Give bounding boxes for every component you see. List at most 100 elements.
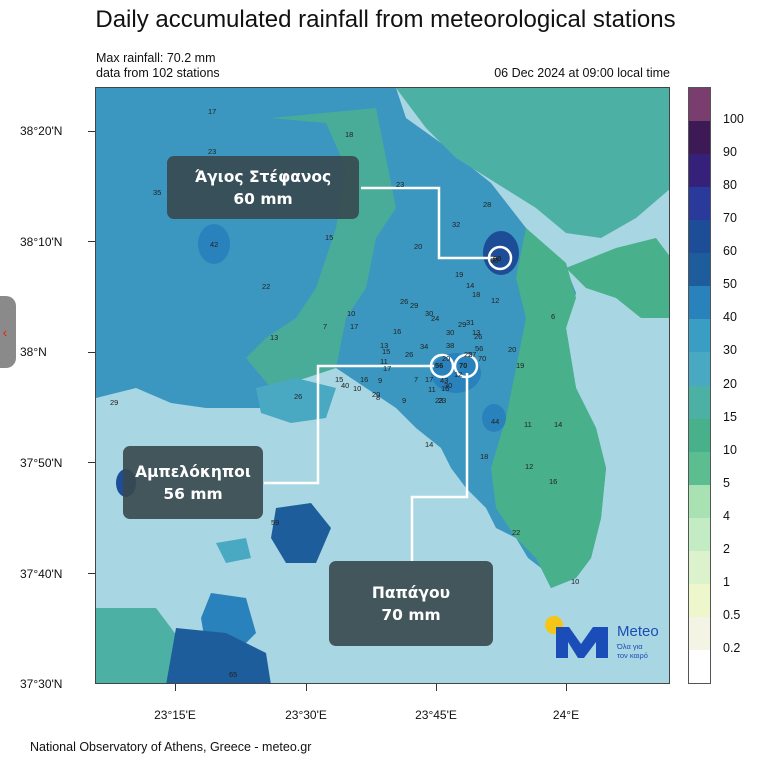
station-value: 6	[551, 312, 556, 321]
station-value: 23	[208, 147, 217, 156]
lat-tick	[88, 352, 95, 353]
station-value: 25	[464, 350, 473, 359]
legend-label: 40	[723, 310, 737, 325]
station-value: 13	[472, 328, 481, 337]
line-agios-stefanos	[361, 186, 496, 260]
legend-swatch	[689, 220, 710, 254]
station-value: 22	[512, 528, 521, 537]
legend-swatch	[689, 517, 710, 552]
station-value: 17	[383, 364, 392, 373]
line-papagou	[410, 373, 469, 561]
line-ampelokipoi	[264, 364, 434, 485]
legend-label: 5	[723, 475, 730, 490]
station-value: 14	[554, 420, 563, 429]
station-value: 56	[475, 344, 484, 353]
station-value: 42	[210, 240, 219, 249]
max-rainfall: Max rainfall: 70.2 mm	[96, 51, 216, 65]
datetime: 06 Dec 2024 at 09:00 local time	[494, 66, 670, 80]
legend-label: 2	[723, 541, 730, 556]
logo-sub-line: τον καιρό	[617, 651, 648, 660]
summary-info: Max rainfall: 70.2 mm data from 102 stat…	[96, 51, 220, 81]
station-value-papagou: 70	[459, 361, 468, 370]
lat-label: 37°50'N	[20, 456, 63, 470]
station-value: 28	[483, 200, 492, 209]
legend-swatch	[689, 88, 710, 122]
callout-ampelokipoi: Αμπελόκηποι 56 mm	[123, 446, 263, 519]
legend-swatch	[689, 583, 710, 618]
legend-swatch	[689, 649, 710, 684]
station-value: 70	[478, 354, 487, 363]
lon-label: 23°30'E	[285, 708, 327, 722]
station-value: 23	[435, 396, 444, 405]
legend-label: 4	[723, 508, 730, 523]
station-value: 30	[425, 309, 434, 318]
lat-tick	[88, 241, 95, 242]
lon-tick	[436, 684, 437, 691]
logo-sub-line: Όλα για	[617, 642, 643, 651]
station-value: 26	[400, 297, 409, 306]
legend-swatch	[689, 352, 710, 386]
station-value: 23	[438, 396, 447, 405]
lon-tick	[175, 684, 176, 691]
station-value: 26	[474, 332, 483, 341]
lat-label: 37°40'N	[20, 567, 63, 581]
logo-text: Meteo	[617, 623, 659, 640]
legend-label: 50	[723, 277, 737, 292]
station-value: 23	[396, 180, 405, 189]
station-value: 15	[335, 375, 344, 384]
station-value: 20	[372, 390, 381, 399]
station-value: 11	[428, 385, 436, 394]
station-value: 11	[380, 357, 388, 366]
legend-swatch	[689, 418, 710, 453]
station-value: 40	[341, 381, 350, 390]
legend-label: 60	[723, 244, 737, 259]
station-value: 20	[508, 345, 517, 354]
station-value: 9	[378, 376, 383, 385]
legend-swatch	[689, 253, 710, 287]
lat-label: 38°20'N	[20, 124, 63, 138]
callout-name: Άγιος Στέφανος	[194, 167, 332, 186]
map-title: Daily accumulated rainfall from meteorol…	[95, 6, 676, 33]
rain-peak-west	[198, 224, 230, 264]
legend-swatch	[689, 550, 710, 585]
callout-papagou: Παπάγου 70 mm	[329, 561, 493, 646]
island-small	[216, 538, 251, 563]
legend-swatch	[689, 319, 710, 353]
station-value: 15	[382, 347, 391, 356]
station-value: 34	[420, 342, 429, 351]
lat-tick	[88, 131, 95, 132]
station-value: 9	[402, 396, 407, 405]
legend-label: 1	[723, 574, 730, 589]
station-value: 26	[294, 392, 303, 401]
legend-swatch	[689, 616, 710, 651]
station-value-agios-stefanos: 60	[493, 254, 502, 263]
station-value: 11	[524, 420, 532, 429]
land-east-green	[491, 228, 606, 588]
station-value: 16	[441, 384, 450, 393]
station-value: 29	[410, 301, 419, 310]
legend-label: 30	[723, 343, 737, 358]
station-value: 29	[458, 320, 467, 329]
station-value: 7	[323, 322, 328, 331]
legend-label: 0.2	[723, 640, 741, 655]
callout-agios-stefanos: Άγιος Στέφανος 60 mm	[167, 156, 359, 219]
station-value: 29	[110, 398, 119, 407]
station-value: 30	[446, 328, 455, 337]
station-value: 17	[208, 107, 217, 116]
lat-tick	[88, 573, 95, 574]
legend-swatch	[689, 451, 710, 486]
station-value: 18	[480, 452, 489, 461]
station-value: 27	[468, 350, 477, 359]
legend-label: 10	[723, 442, 737, 457]
land-methana	[166, 628, 271, 683]
station-value: 26	[405, 350, 414, 359]
station-value: 16	[549, 477, 558, 486]
station-value: 15	[325, 233, 334, 242]
marker-agios-stefanos	[487, 245, 513, 271]
meteo-logo	[545, 616, 608, 658]
legend-swatch	[689, 484, 710, 519]
collapse-panel-tab[interactable]: ‹	[0, 296, 16, 368]
lon-label: 24°E	[552, 708, 580, 722]
lat-tick	[88, 462, 95, 463]
station-value: 20	[414, 242, 423, 251]
